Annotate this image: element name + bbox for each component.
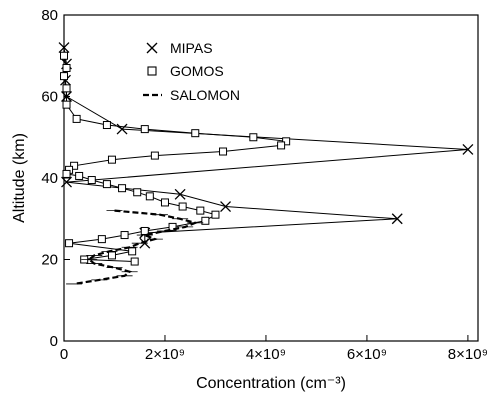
data-point-gomos [97, 235, 106, 244]
x-axis-label: Concentration (cm⁻³) [196, 375, 346, 392]
data-point-mipas [174, 188, 186, 200]
data-point-gomos [118, 184, 127, 193]
data-point-gomos [130, 257, 139, 266]
data-point-gomos [211, 210, 220, 219]
series-gomos [60, 51, 291, 266]
data-point-mipas [220, 201, 232, 212]
data-point-gomos [107, 155, 116, 164]
data-point-gomos [70, 161, 79, 170]
data-point-gomos [62, 169, 71, 178]
data-point-gomos [249, 133, 258, 142]
data-point-gomos [62, 84, 71, 93]
data-point-gomos [150, 151, 159, 160]
data-point-mipas [391, 213, 403, 225]
data-point-mipas [116, 123, 128, 135]
legend-marker-gomos [147, 66, 157, 76]
series-mipas [58, 42, 474, 249]
data-point-mipas [462, 144, 474, 155]
data-point-gomos [201, 216, 210, 225]
data-point-gomos [168, 222, 177, 231]
data-point-gomos [60, 51, 68, 60]
x-tick-label: 4×10⁹ [246, 346, 286, 363]
data-point-mipas [61, 176, 72, 188]
data-point-gomos [72, 114, 81, 123]
data-point-gomos [102, 121, 111, 130]
plot-area: 0 2×10⁹ 4×10⁹ 6×10⁹ 8×10⁹ 0 20 40 60 80 [41, 7, 487, 363]
x-tick-label: 2×10⁹ [145, 346, 185, 363]
legend-label-mipas: MIPAS [170, 40, 213, 56]
data-point-gomos [65, 239, 74, 248]
data-point-gomos [128, 247, 137, 256]
data-point-gomos [140, 226, 149, 235]
series-salomon [66, 209, 204, 285]
data-point-gomos [62, 63, 71, 72]
x-tick-label: 6×10⁹ [347, 346, 387, 363]
data-point-gomos [87, 176, 96, 185]
data-point-gomos [102, 180, 111, 189]
data-point-gomos [219, 147, 228, 156]
series-layer [58, 42, 474, 285]
data-point-gomos [140, 125, 149, 134]
y-tick-label: 20 [41, 252, 58, 269]
y-tick-label: 40 [41, 170, 58, 187]
y-axis-label: Altitude (km) [11, 133, 28, 223]
data-point-gomos [60, 72, 68, 81]
data-point-gomos [160, 198, 169, 207]
data-point-gomos [62, 100, 71, 109]
y-tick-label: 80 [41, 7, 58, 24]
data-point-gomos [75, 171, 84, 180]
legend-label-gomos: GOMOS [170, 63, 224, 79]
legend: MIPAS GOMOS SALOMON [143, 40, 240, 103]
data-point-gomos [178, 202, 187, 211]
data-point-gomos [133, 188, 142, 197]
data-point-gomos [196, 206, 205, 215]
y-tick-label: 0 [50, 333, 58, 350]
legend-marker-mipas [146, 42, 158, 54]
tick-marks [63, 14, 469, 342]
data-point-gomos [191, 129, 200, 138]
x-tick-label: 8×10⁹ [448, 346, 487, 363]
data-point-gomos [277, 141, 286, 150]
legend-label-salomon: SALOMON [170, 87, 240, 103]
data-point-gomos [120, 231, 129, 240]
data-point-gomos [107, 251, 116, 260]
series-line-mipas [63, 47, 468, 244]
data-point-mipas [58, 42, 70, 54]
data-point-gomos [145, 192, 154, 201]
y-tick-label: 60 [41, 89, 58, 106]
data-point-gomos [282, 137, 291, 146]
tick-labels: 0 2×10⁹ 4×10⁹ 6×10⁹ 8×10⁹ 0 20 40 60 80 [41, 7, 487, 363]
plot-frame [63, 14, 479, 342]
x-tick-label: 0 [60, 346, 68, 363]
